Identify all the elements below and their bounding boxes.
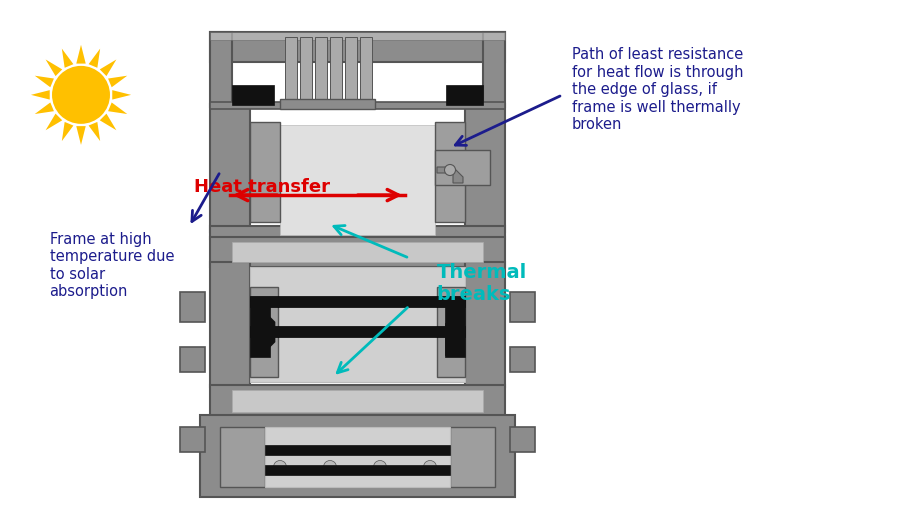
Bar [510,347,535,372]
Polygon shape [46,60,62,76]
Bar [265,427,450,487]
Bar [232,242,483,262]
Bar [210,385,505,417]
Polygon shape [46,114,62,130]
Bar [435,122,465,222]
Circle shape [274,461,286,473]
Polygon shape [100,114,116,130]
Bar [465,262,505,387]
Polygon shape [252,312,275,355]
Bar [250,296,465,307]
Circle shape [323,461,337,473]
Circle shape [445,164,455,175]
Bar [232,85,274,105]
Text: Frame at high
temperature due
to solar
absorption: Frame at high temperature due to solar a… [50,232,174,299]
Bar [330,37,341,102]
Bar [180,292,205,322]
Bar [210,237,505,267]
Polygon shape [35,76,54,87]
Bar [465,104,505,232]
Bar [210,262,250,387]
Bar [232,390,483,412]
Polygon shape [35,102,54,114]
Text: Heat transfer: Heat transfer [194,178,329,196]
Text: Path of least resistance
for heat flow is through
the edge of glass, if
frame is: Path of least resistance for heat flow i… [572,47,743,132]
Bar [265,445,450,455]
Bar [220,427,265,487]
Circle shape [52,66,110,124]
Polygon shape [88,122,100,141]
Bar [446,85,483,105]
Bar [315,37,327,102]
Bar [210,226,505,239]
Bar [280,125,435,235]
Bar [445,323,463,355]
Bar [437,287,465,377]
Polygon shape [112,90,131,100]
Bar [510,427,535,452]
Bar [250,122,280,222]
Bar [250,287,278,377]
Bar [300,37,311,102]
Polygon shape [437,167,463,183]
Polygon shape [108,76,127,87]
Bar [210,102,505,109]
Polygon shape [108,102,127,114]
Bar [445,302,465,357]
Bar [180,427,205,452]
Bar [210,32,232,107]
Bar [345,37,356,102]
Polygon shape [62,122,74,141]
Bar [450,427,495,487]
Bar [360,37,372,102]
Bar [210,32,505,62]
Bar [265,465,450,475]
Polygon shape [76,45,86,64]
Text: Thermal
breaks: Thermal breaks [436,264,526,305]
Bar [435,150,490,185]
Bar [250,267,465,382]
Bar [483,32,505,107]
Bar [510,292,535,322]
Bar [250,302,270,357]
Polygon shape [88,48,100,68]
Circle shape [374,461,386,473]
Circle shape [424,461,436,473]
Bar [180,347,205,372]
Polygon shape [62,48,74,68]
Polygon shape [100,60,116,76]
Bar [200,415,515,497]
Bar [210,104,250,232]
Bar [280,99,375,109]
Bar [210,32,505,40]
Bar [285,37,296,102]
Polygon shape [76,126,86,145]
Bar [250,326,465,337]
Polygon shape [31,90,50,100]
